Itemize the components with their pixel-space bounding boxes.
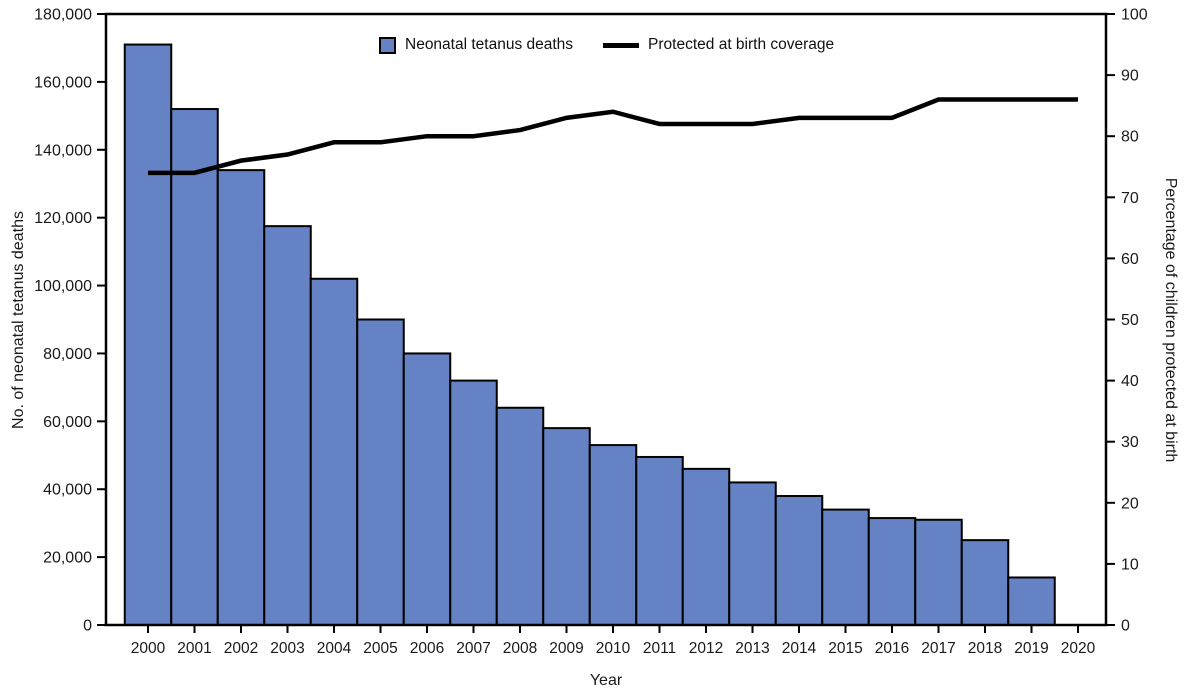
x-tick-label-2003: 2003 [270,640,304,657]
deaths-bar-2005 [356,318,405,626]
x-tick-label-2010: 2010 [596,640,631,657]
right-axis-tick-label: 100 [1121,7,1148,24]
deaths-bar-2001 [170,108,219,627]
right-axis-tick-label: 0 [1121,618,1130,635]
right-axis-title: Percentage of children protected at birt… [1162,177,1179,463]
left-axis-tick-label: 140,000 [34,142,92,159]
x-tick-label-2013: 2013 [735,640,769,657]
left-axis-title: No. of neonatal tetanus deaths [10,211,27,429]
right-axis-tick-label: 40 [1121,373,1139,390]
deaths-bar-2017 [914,518,963,626]
deaths-bar-2002 [216,169,266,626]
left-axis-tick-label: 100,000 [34,278,92,295]
right-axis-tick-label: 80 [1121,129,1139,146]
bar-swatch-icon [379,36,396,54]
deaths-bar-2007 [449,379,498,626]
legend: Neonatal tetanus deaths Protected at bir… [379,36,834,54]
x-tick-label-2016: 2016 [875,640,909,657]
deaths-bar-2004 [309,277,359,626]
x-tick-label-2002: 2002 [224,640,258,657]
deaths-bar-2003 [263,225,312,626]
x-tick-label-2019: 2019 [1014,640,1048,657]
right-axis-tick-label: 10 [1121,556,1139,573]
x-axis-title: Year [589,672,623,689]
left-axis-tick-label: 120,000 [34,210,92,227]
x-tick-label-2018: 2018 [968,640,1002,657]
deaths-bar-2012 [681,467,731,626]
left-axis-tick-label: 80,000 [43,346,92,363]
x-tick-label-2014: 2014 [782,640,817,657]
deaths-bar-2019 [1007,576,1056,627]
line-swatch-icon [603,42,640,48]
coverage-line [148,97,1078,176]
deaths-bar-2008 [495,406,545,626]
right-axis-tick-label: 70 [1121,190,1139,207]
left-axis-tick-label: 20,000 [43,550,92,567]
deaths-bar-2000 [123,43,173,627]
x-tick-label-2012: 2012 [689,640,723,657]
right-axis-tick-label: 50 [1121,312,1139,329]
right-axis-tick-label: 90 [1121,68,1139,85]
x-tick-label-2006: 2006 [410,640,444,657]
left-axis-tick-label: 60,000 [43,414,92,431]
x-tick-label-2004: 2004 [317,640,352,657]
x-tick-label-2009: 2009 [549,640,583,657]
deaths-bar-2011 [635,455,684,626]
x-tick-label-2015: 2015 [828,640,862,657]
left-axis-tick-label: 40,000 [43,482,92,499]
right-axis-tick-label: 20 [1121,495,1139,512]
left-axis-tick-label: 160,000 [34,74,92,91]
x-tick-label-2011: 2011 [643,640,676,657]
left-axis-tick-label: 0 [83,618,92,635]
deaths-bar-2013 [728,481,777,626]
deaths-bar-2010 [588,444,638,626]
x-tick-label-2005: 2005 [363,640,397,657]
x-tick-label-2017: 2017 [921,640,955,657]
deaths-bar-2006 [402,352,452,626]
legend-item-deaths: Neonatal tetanus deaths [379,36,573,54]
x-tick-label-2001: 2001 [177,640,211,657]
deaths-bar-2009 [542,427,591,626]
x-tick-label-2000: 2000 [131,640,166,657]
x-tick-label-2007: 2007 [456,640,490,657]
deaths-bar-2014 [774,495,824,626]
deaths-bar-2015 [821,508,870,627]
left-axis-tick-label: 180,000 [34,7,92,24]
right-axis-tick-label: 30 [1121,434,1139,451]
legend-label-deaths: Neonatal tetanus deaths [405,36,574,53]
x-tick-label-2020: 2020 [1061,640,1096,657]
legend-item-coverage: Protected at birth coverage [603,36,834,54]
x-tick-label-2008: 2008 [503,640,537,657]
deaths-bar-2018 [960,539,1010,627]
right-axis-tick-label: 60 [1121,251,1139,268]
legend-label-coverage: Protected at birth coverage [648,36,835,53]
deaths-bar-2016 [867,517,917,627]
